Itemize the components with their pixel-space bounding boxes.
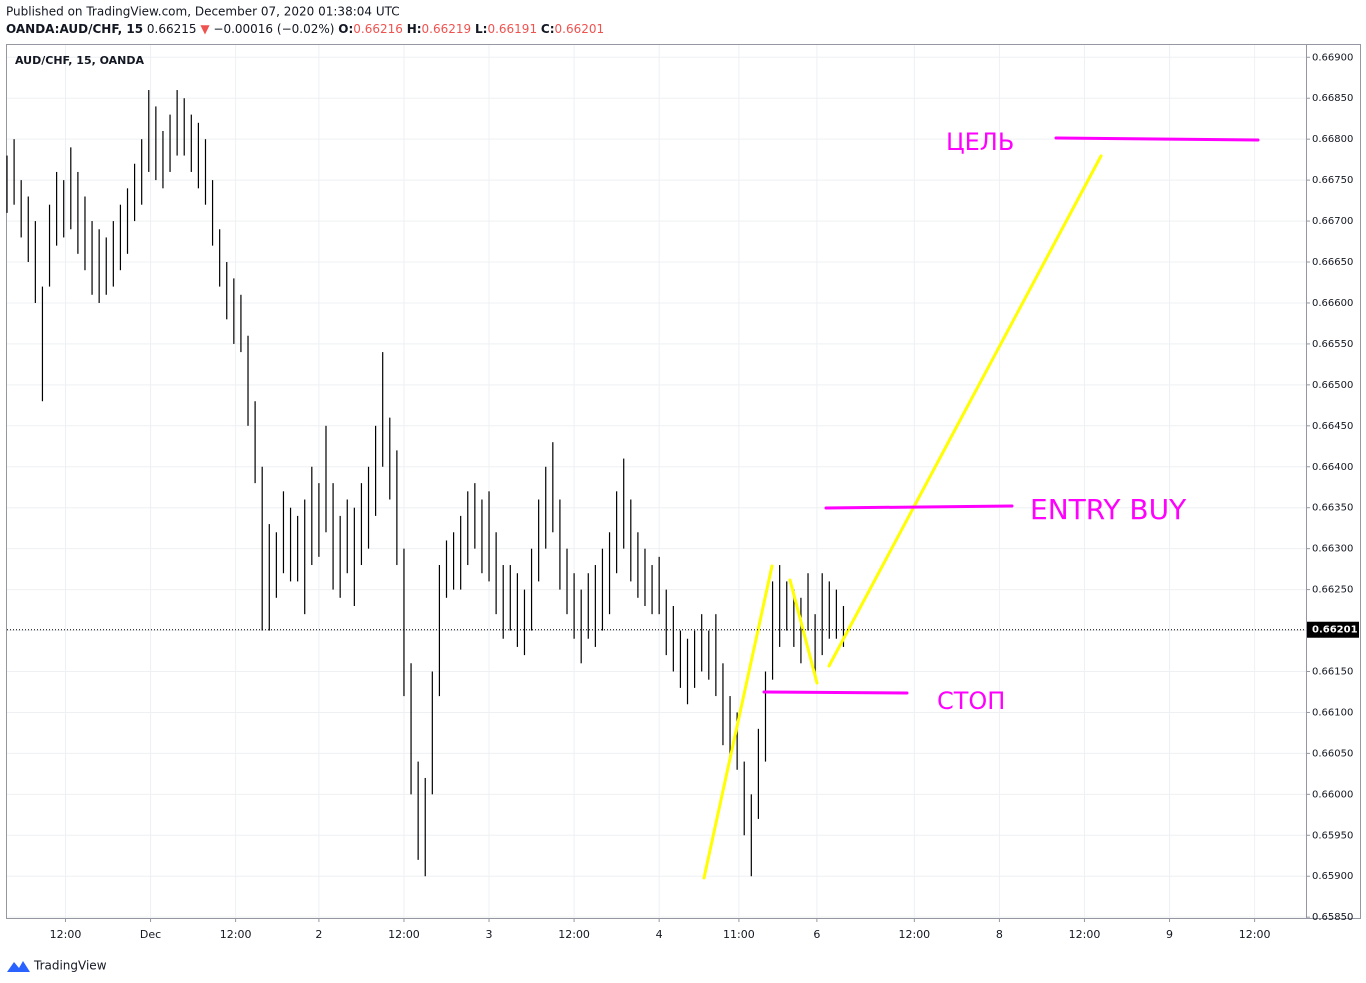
y-tick-label: 0.65850 [1312, 912, 1353, 923]
ohlc-label: O: [338, 22, 353, 36]
y-tick-label: 0.66700 [1312, 216, 1353, 227]
x-tick-label: 12:00 [558, 928, 590, 941]
x-tick-label: 12:00 [50, 928, 82, 941]
target-label: ЦЕЛЬ [946, 128, 1014, 156]
y-tick-label: 0.66650 [1312, 257, 1353, 268]
ohlc-label: H: [407, 22, 422, 36]
y-tick-label: 0.66500 [1312, 380, 1353, 391]
published: Published on TradingView.com, December 0… [6, 5, 400, 19]
price: 0.66215 [147, 22, 197, 36]
ohlc-value: 0.66216 [353, 22, 403, 36]
drawings [702, 136, 1260, 880]
ohlc-value: 0.66219 [422, 22, 472, 36]
x-tick-label: 8 [996, 928, 1003, 941]
ohlc-label: L: [475, 22, 487, 36]
y-tick-label: 0.66300 [1312, 544, 1353, 555]
y-tick-label: 0.66400 [1312, 462, 1353, 473]
entry-label: ENTRY BUY [1030, 493, 1187, 526]
chart-title: AUD/CHF, 15, OANDA [15, 54, 145, 67]
stop-label: СТОП [937, 687, 1005, 715]
x-tick-label: 2 [315, 928, 322, 941]
ohlc-value: 0.66201 [555, 22, 605, 36]
x-tick-label: 12:00 [388, 928, 420, 941]
y-tick-label: 0.66050 [1312, 748, 1353, 759]
grid [7, 45, 1306, 918]
stop-line [762, 690, 909, 695]
logo-icon [7, 961, 30, 972]
x-tick-label: 6 [813, 928, 820, 941]
x-tick-label: 12:00 [1239, 928, 1271, 941]
y-tick-label: 0.66150 [1312, 666, 1353, 677]
target-line [1054, 136, 1260, 142]
symbol-line: OANDA:AUD/CHF, 15 0.66215 ▼ −0.00016 (−0… [6, 22, 604, 36]
x-tick-label: 12:00 [898, 928, 930, 941]
frame [6, 44, 1361, 919]
x-tick-label: 11:00 [723, 928, 755, 941]
symbol: OANDA:AUD/CHF, 15 [6, 22, 143, 36]
y-tick-label: 0.65950 [1312, 830, 1353, 841]
change: −0.00016 (−0.02%) [213, 22, 334, 36]
y-tick-label: 0.66450 [1312, 421, 1353, 432]
y-tick-label: 0.66900 [1312, 52, 1353, 63]
bars [6, 90, 845, 877]
y-tick-label: 0.65900 [1312, 871, 1353, 882]
y-tick-label: 0.66850 [1312, 93, 1353, 104]
x-tick-label: 9 [1166, 928, 1173, 941]
y-tick-label: 0.66600 [1312, 298, 1353, 309]
y-tick-label: 0.66550 [1312, 339, 1353, 350]
y-tick-label: 0.66100 [1312, 707, 1353, 718]
x-tick-label: 4 [656, 928, 663, 941]
x-tick-label: 12:00 [220, 928, 252, 941]
ohlc-label: C: [541, 22, 555, 36]
x-tick-label: Dec [140, 928, 161, 941]
trend-line [788, 578, 819, 685]
ohlc-value: 0.66191 [487, 22, 537, 36]
change-arrow: ▼ [200, 22, 210, 36]
y-tick-label: 0.66350 [1312, 503, 1353, 514]
last-price-box [1307, 621, 1359, 638]
y-tick-label: 0.66000 [1312, 789, 1353, 800]
trend-line [702, 564, 774, 880]
x-tick-label: 12:00 [1069, 928, 1101, 941]
last-price-label: 0.66201 [1312, 625, 1358, 636]
y-tick-label: 0.66800 [1312, 134, 1353, 145]
trend-line [827, 154, 1103, 668]
y-tick-label: 0.66750 [1312, 175, 1353, 186]
y-tick-label: 0.66250 [1312, 585, 1353, 596]
brand: TradingView [33, 959, 107, 973]
entry-line [824, 504, 1014, 510]
footer-logo: TradingView [7, 959, 107, 973]
x-tick-label: 3 [486, 928, 493, 941]
